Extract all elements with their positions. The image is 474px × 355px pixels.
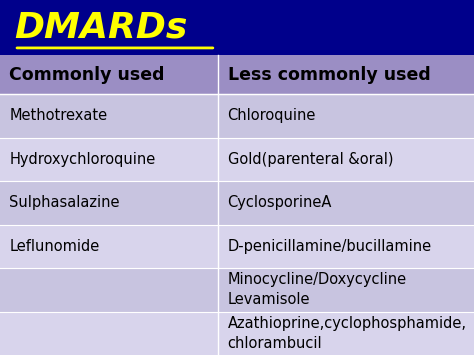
- Text: Chloroquine: Chloroquine: [228, 108, 316, 123]
- FancyBboxPatch shape: [0, 137, 218, 181]
- FancyBboxPatch shape: [0, 268, 218, 312]
- Text: Methotrexate: Methotrexate: [9, 108, 108, 123]
- Text: Azathioprine,cyclophosphamide,
chlorambucil: Azathioprine,cyclophosphamide, chlorambu…: [228, 316, 466, 351]
- FancyBboxPatch shape: [0, 224, 218, 268]
- Text: D-penicillamine/bucillamine: D-penicillamine/bucillamine: [228, 239, 432, 254]
- Text: Minocycline/Doxycycline
Levamisole: Minocycline/Doxycycline Levamisole: [228, 272, 407, 307]
- FancyBboxPatch shape: [218, 224, 474, 268]
- Text: Sulphasalazine: Sulphasalazine: [9, 195, 120, 210]
- Text: Leflunomide: Leflunomide: [9, 239, 100, 254]
- Text: Gold(parenteral &oral): Gold(parenteral &oral): [228, 152, 393, 167]
- FancyBboxPatch shape: [218, 94, 474, 137]
- Text: Less commonly used: Less commonly used: [228, 66, 430, 83]
- FancyBboxPatch shape: [0, 55, 474, 94]
- Text: CyclosporineA: CyclosporineA: [228, 195, 332, 210]
- FancyBboxPatch shape: [0, 0, 474, 55]
- Text: Commonly used: Commonly used: [9, 66, 165, 83]
- Text: DMARDs: DMARDs: [14, 11, 188, 44]
- FancyBboxPatch shape: [218, 137, 474, 181]
- FancyBboxPatch shape: [218, 181, 474, 224]
- Text: Hydroxychloroquine: Hydroxychloroquine: [9, 152, 156, 167]
- FancyBboxPatch shape: [0, 94, 218, 137]
- FancyBboxPatch shape: [218, 312, 474, 355]
- FancyBboxPatch shape: [218, 268, 474, 312]
- FancyBboxPatch shape: [0, 181, 218, 224]
- FancyBboxPatch shape: [0, 312, 218, 355]
